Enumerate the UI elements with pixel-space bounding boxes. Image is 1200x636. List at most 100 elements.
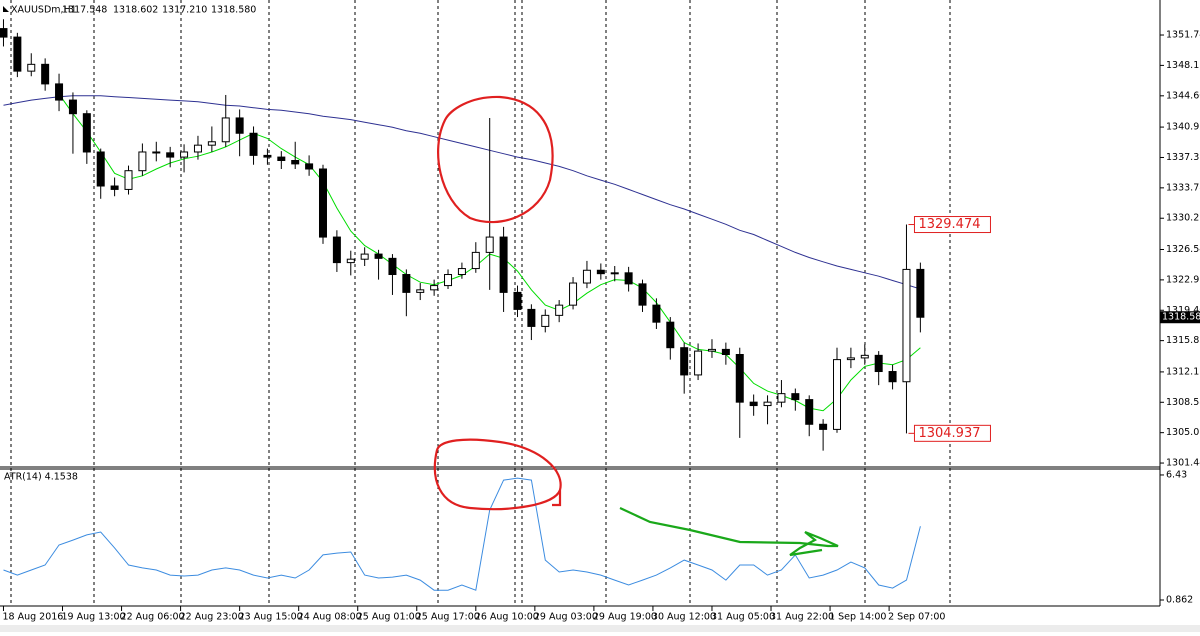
- candle-body: [318, 168, 327, 238]
- x-tick-label: 1 Sep 14:00: [829, 612, 886, 623]
- ohlc-open: 1317.548: [62, 5, 107, 16]
- candle-body: [819, 423, 828, 430]
- x-tick-label: 24 Aug 08:00: [298, 612, 362, 623]
- y-tick-label: 1348.175: [1166, 60, 1200, 71]
- candle-body: [596, 269, 605, 275]
- indicator-title: ATR(14) 4.1538: [4, 472, 78, 483]
- atr-line: [3, 477, 921, 591]
- annotations: [433, 95, 839, 557]
- candle-body: [249, 132, 258, 156]
- candle-body: [430, 285, 439, 291]
- candle-body: [888, 371, 897, 383]
- candle-body: [68, 99, 77, 115]
- candle-body: [860, 354, 869, 359]
- price-marker-label: 1304.937: [918, 426, 980, 441]
- last-price-label: 1318.580: [1162, 312, 1200, 323]
- candle-body: [527, 308, 536, 327]
- candle-body: [485, 236, 494, 253]
- candle-body: [180, 151, 189, 158]
- candle-body: [402, 274, 411, 293]
- moving-average: [3, 95, 921, 290]
- candle-body: [805, 399, 814, 425]
- price-marker-label: 1329.474: [918, 217, 980, 232]
- candle-body: [874, 354, 883, 373]
- y-tick-label: 1301.445: [1166, 458, 1200, 469]
- candle-body: [332, 236, 341, 264]
- candle-body: [833, 359, 842, 430]
- candle-body: [707, 348, 716, 352]
- y-tick-label: 6.43: [1166, 469, 1187, 480]
- candle-body: [0, 28, 8, 38]
- candle-body: [652, 304, 661, 323]
- candle-body: [13, 36, 22, 72]
- candle-body: [374, 253, 383, 259]
- candle-body: [610, 272, 619, 275]
- candle-body: [791, 393, 800, 401]
- candle-body: [624, 272, 633, 285]
- x-tick-label: 2 Sep 07:00: [888, 612, 945, 623]
- candle-body: [582, 269, 591, 284]
- y-tick-label: 1315.83: [1166, 335, 1200, 346]
- x-tick-label: 30 Aug 12:00: [652, 612, 716, 623]
- x-tick-label: 29 Aug 03:00: [534, 612, 598, 623]
- candle-body: [138, 151, 147, 172]
- x-tick-label: 19 Aug 13:00: [62, 612, 126, 623]
- x-tick-label: 25 Aug 17:00: [416, 612, 480, 623]
- candle-body: [263, 154, 272, 158]
- candle-body: [680, 347, 689, 376]
- candle-body: [569, 282, 578, 306]
- candle-body: [444, 274, 453, 287]
- candle-body: [749, 401, 758, 407]
- candle-body: [694, 350, 703, 376]
- symbol-icon: [3, 6, 9, 12]
- candle-body: [305, 163, 314, 170]
- red-circle: [437, 95, 554, 224]
- candle-body: [193, 144, 202, 153]
- x-tick-label: 25 Aug 01:00: [357, 612, 421, 623]
- y-tick-label: 1305.015: [1166, 427, 1200, 438]
- last-price-box: [1160, 311, 1200, 324]
- candle-body: [513, 291, 522, 310]
- candle-body: [346, 258, 355, 264]
- x-tick-label: 31 Aug 22:00: [770, 612, 834, 623]
- candle-body: [55, 83, 64, 101]
- candle-body: [82, 113, 91, 153]
- x-tick-label: 23 Aug 15:00: [239, 612, 303, 623]
- green-arrow: [619, 507, 839, 557]
- candle-body: [221, 117, 230, 143]
- candle-body: [541, 314, 550, 327]
- candle-body: [277, 156, 286, 161]
- status-strip: [0, 625, 1200, 632]
- candle-body: [846, 357, 855, 361]
- x-tick-label: 22 Aug 06:00: [121, 612, 185, 623]
- candle-body: [555, 304, 564, 316]
- candle-body: [471, 251, 480, 270]
- candle-body: [499, 236, 508, 293]
- price-marker-box: [913, 424, 991, 442]
- y-tick-label: 1340.925: [1166, 122, 1200, 133]
- y-tick-label: 1308.585: [1166, 397, 1200, 408]
- candle-body: [27, 63, 36, 72]
- candle-body: [721, 348, 730, 356]
- y-tick-label: 1322.97: [1166, 274, 1200, 285]
- candle-body: [777, 393, 786, 403]
- y-tick-label: 1333.785: [1166, 182, 1200, 193]
- y-tick-label: 1312.155: [1166, 366, 1200, 377]
- candle-body: [291, 159, 300, 165]
- red-circle: [433, 438, 562, 511]
- candle-body: [207, 141, 216, 146]
- x-tick-label: 26 Aug 10:00: [475, 612, 539, 623]
- candle-body: [638, 283, 647, 306]
- ohlc-close: 1318.580: [211, 5, 256, 16]
- candle-body: [360, 253, 369, 260]
- plot: 1351.745 1348.175 1344.600 1340.925 1337.355…: [0, 19, 1200, 623]
- candle-body: [96, 151, 105, 187]
- candle-body: [457, 268, 466, 276]
- y-tick-label: 1326.54: [1166, 244, 1200, 255]
- candle-body: [166, 152, 175, 158]
- candle-body: [41, 63, 50, 85]
- candle-body: [735, 354, 744, 403]
